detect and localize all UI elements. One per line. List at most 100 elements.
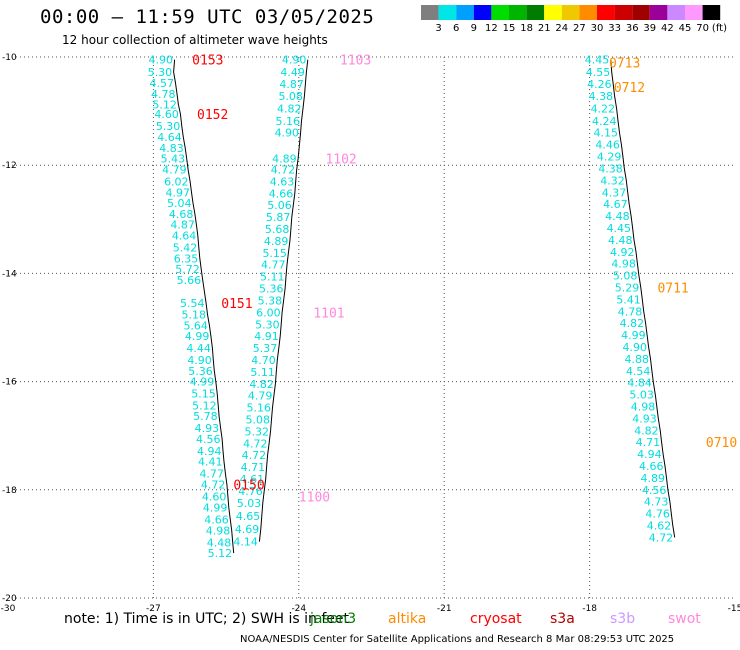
swh-value-label: 4.65: [236, 510, 261, 523]
swh-value-label: 5.11: [250, 366, 274, 379]
swh-value-label: 4.60: [154, 108, 179, 121]
legend-label: 30: [591, 23, 604, 34]
chart-title: 00:00 — 11:59 UTC 03/05/2025: [40, 6, 375, 28]
swh-value-label: 5.06: [267, 199, 292, 212]
legend-label: 21: [538, 23, 551, 34]
pass-time-label: 0713: [609, 56, 640, 71]
swh-value-label: 4.82: [634, 424, 659, 437]
pass-time-label: 1102: [325, 153, 356, 168]
pass-time-label: 0153: [192, 54, 223, 69]
track-line: [173, 59, 235, 554]
swh-value-label: 4.99: [185, 330, 210, 343]
sat-cryosat: cryosat: [470, 611, 522, 627]
legend-swatch: [421, 5, 439, 20]
swh-value-label: 5.16: [276, 115, 301, 128]
swh-value-label: 4.38: [589, 90, 614, 103]
legend-label: 18: [520, 23, 533, 34]
legend-label: 6: [453, 23, 459, 34]
swh-value-label: 4.79: [248, 390, 273, 403]
swh-value-label: 4.69: [235, 523, 260, 536]
swh-value-label: 5.42: [173, 241, 198, 254]
y-tick-label: -16: [2, 378, 17, 388]
swh-value-label: 4.14: [233, 536, 258, 549]
swh-value-label: 5.18: [182, 309, 207, 322]
swh-value-label: 5.30: [255, 318, 280, 331]
swh-value-label: 5.15: [191, 388, 216, 401]
swh-value-label: 4.93: [195, 422, 220, 435]
legend-swatch: [544, 5, 562, 20]
swh-value-label: 5.36: [188, 365, 213, 378]
swh-value-label: 4.70: [251, 354, 276, 367]
swh-value-label: 5.37: [253, 342, 277, 355]
legend-swatch: [438, 5, 457, 20]
swh-value-label: 5.11: [260, 271, 285, 284]
swh-value-label: 5.38: [258, 294, 283, 307]
legend-label: 15: [503, 23, 516, 34]
swh-value-label: 4.48: [605, 210, 630, 223]
swh-value-label: 5.32: [245, 425, 270, 438]
legend-swatch: [491, 5, 509, 20]
legend-swatch: [702, 5, 721, 20]
swh-value-label: 4.56: [642, 484, 667, 497]
sat-s3b: s3b: [610, 611, 636, 627]
swh-value-label: 4.98: [631, 400, 656, 413]
swh-value-label: 4.90: [275, 127, 300, 140]
swh-value-label: 4.97: [166, 186, 191, 199]
swh-value-label: 4.89: [272, 153, 297, 166]
swh-value-label: 4.82: [620, 317, 645, 330]
swh-value-label: 4.71: [636, 436, 661, 449]
swh-value-label: 4.24: [592, 115, 617, 128]
legend-label: 3: [435, 23, 441, 34]
swh-value-label: 4.94: [637, 448, 662, 461]
y-tick-label: -10: [2, 53, 17, 63]
swh-value-label: 4.92: [610, 246, 635, 259]
pass-time-label: 1100: [299, 490, 330, 505]
swh-value-label: 4.45: [585, 54, 610, 67]
swh-value-label: 4.89: [264, 235, 289, 248]
swh-value-label: 5.30: [148, 66, 173, 79]
swh-value-label: 4.82: [277, 102, 302, 115]
x-tick-label: -18: [582, 604, 597, 614]
pass-time-label: 1101: [313, 306, 344, 321]
legend-label: 24: [555, 23, 568, 34]
legend-label: 42: [661, 23, 674, 34]
swh-value-label: 4.72: [201, 478, 226, 491]
swh-value-label: 4.71: [241, 461, 266, 474]
swh-value-label: 4.26: [587, 78, 612, 91]
swh-value-label: 4.84: [627, 377, 652, 390]
sat-jason3: jason3: [310, 611, 357, 627]
swh-value-label: 4.32: [600, 174, 625, 187]
swh-value-label: 6.00: [256, 306, 281, 319]
color-legend: 3 6 9 12 15 18 21 24 27 30 33 36 39 42 45 70 (ft): [421, 5, 727, 34]
swh-value-label: 4.60: [202, 490, 227, 503]
swh-value-label: 4.99: [621, 329, 646, 342]
x-tick-label: -24: [291, 604, 306, 614]
swh-value-label: 5.15: [262, 247, 287, 260]
swh-value-label: 4.38: [598, 162, 623, 175]
swh-value-label: 4.64: [172, 230, 197, 243]
swh-value-label: 5.72: [175, 263, 200, 276]
swh-value-label: 6.02: [164, 175, 189, 188]
legend-unit: (ft): [712, 23, 727, 34]
swh-value-label: 4.72: [271, 164, 296, 177]
pass-time-label: 0712: [614, 81, 645, 96]
swh-value-label: 4.49: [280, 66, 305, 79]
swh-value-label: 4.89: [640, 472, 665, 485]
swh-value-label: 4.98: [206, 524, 231, 537]
swh-value-label: 4.73: [644, 496, 669, 509]
legend-label: 33: [608, 23, 621, 34]
swh-value-label: 4.66: [639, 460, 664, 473]
swh-value-label: 5.30: [156, 120, 181, 133]
swh-value-label: 4.56: [196, 433, 221, 446]
swh-value-label: 4.72: [243, 437, 268, 450]
swh-value-label: 4.91: [254, 330, 279, 343]
swh-value-label: 4.90: [623, 341, 648, 354]
swh-value-label: 4.48: [207, 536, 232, 549]
swh-value-label: 5.16: [246, 402, 271, 415]
swh-value-label: 4.78: [618, 305, 643, 318]
swh-value-label: 5.66: [177, 274, 202, 287]
y-tick-label: -14: [2, 269, 17, 279]
swh-value-label: 4.67: [603, 198, 628, 211]
pass-time-label: 0711: [657, 281, 688, 296]
swh-value-label: 4.77: [261, 259, 286, 272]
